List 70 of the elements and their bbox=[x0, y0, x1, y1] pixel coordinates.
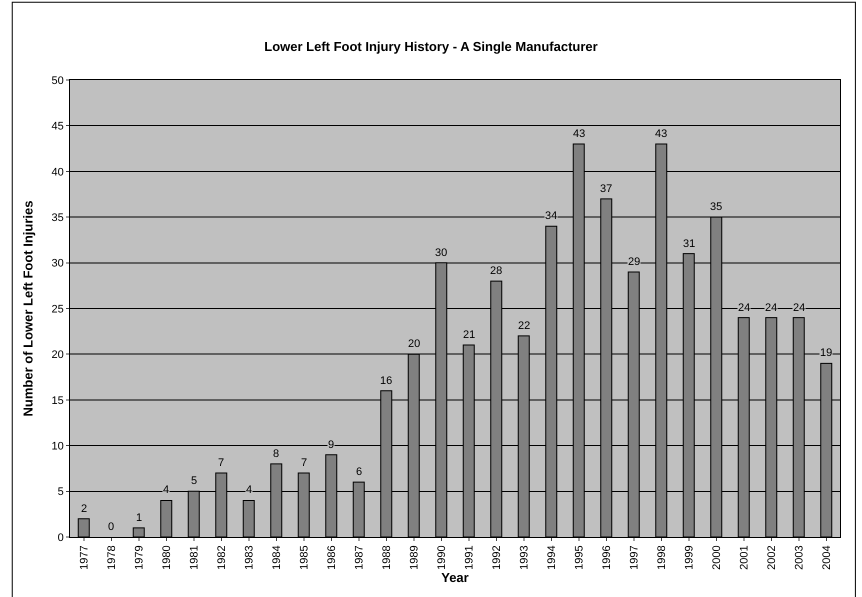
data-label: 0 bbox=[108, 521, 114, 533]
data-label: 43 bbox=[573, 128, 586, 140]
y-tick-label: 35 bbox=[52, 212, 64, 224]
x-tick-label: 1979 bbox=[133, 545, 146, 570]
x-tick-label: 1996 bbox=[600, 545, 613, 570]
x-tick-label: 1982 bbox=[216, 545, 228, 570]
x-tick-label: 2003 bbox=[793, 545, 806, 570]
x-tick-label: 2002 bbox=[766, 545, 778, 570]
x-tick-label: 1981 bbox=[188, 545, 200, 570]
data-label: 1 bbox=[136, 512, 142, 524]
y-tick-label: 15 bbox=[52, 394, 64, 407]
data-label: 7 bbox=[218, 457, 224, 469]
x-tick-label: 1977 bbox=[78, 545, 90, 570]
x-tick-label: 2001 bbox=[738, 545, 750, 570]
data-label: 24 bbox=[793, 302, 806, 314]
x-tick-label: 1988 bbox=[380, 545, 393, 570]
data-label: 20 bbox=[408, 338, 420, 350]
x-tick-label: 2000 bbox=[710, 545, 723, 570]
x-tick-label: 1990 bbox=[436, 545, 448, 570]
x-tick-label: 1992 bbox=[490, 545, 503, 570]
y-tick-label: 10 bbox=[52, 440, 64, 452]
data-label: 24 bbox=[738, 302, 750, 314]
data-label: 34 bbox=[545, 210, 558, 222]
y-tick-label: 50 bbox=[52, 74, 64, 87]
y-tick-label: 45 bbox=[52, 120, 64, 133]
y-tick-label: 40 bbox=[52, 166, 64, 178]
data-label: 9 bbox=[328, 439, 334, 451]
x-tick-label: 1998 bbox=[656, 545, 668, 570]
chart-title: Lower Left Foot Injury History - A Single Manufacturer bbox=[264, 38, 598, 54]
x-tick-label: 1995 bbox=[573, 545, 586, 570]
x-tick-label: 1999 bbox=[683, 545, 696, 570]
data-label: 4 bbox=[163, 484, 170, 496]
x-tick-label: 1983 bbox=[243, 545, 256, 570]
y-tick-label: 25 bbox=[52, 303, 64, 316]
data-label: 24 bbox=[765, 302, 778, 314]
data-label: 35 bbox=[710, 201, 722, 213]
data-label: 5 bbox=[191, 475, 198, 487]
data-label: 31 bbox=[683, 238, 696, 250]
x-axis-title: Year bbox=[441, 570, 469, 585]
y-tick-label: 0 bbox=[58, 532, 64, 544]
data-label: 37 bbox=[600, 183, 612, 195]
data-label: 29 bbox=[628, 256, 640, 268]
x-tick-label: 1989 bbox=[408, 545, 420, 570]
y-tick-label: 30 bbox=[52, 258, 64, 270]
data-label: 30 bbox=[435, 247, 448, 259]
x-tick-label: 1985 bbox=[298, 545, 310, 570]
data-label: 21 bbox=[463, 329, 476, 341]
data-label: 7 bbox=[301, 457, 308, 469]
x-tick-label: 1980 bbox=[160, 545, 173, 570]
data-label: 16 bbox=[380, 375, 392, 387]
x-tick-label: 2004 bbox=[820, 545, 833, 570]
data-label: 4 bbox=[246, 484, 252, 496]
x-tick-label: 1986 bbox=[326, 545, 338, 570]
data-label: 22 bbox=[518, 320, 530, 332]
data-label: 2 bbox=[81, 503, 88, 515]
x-tick-label: 1994 bbox=[546, 545, 558, 570]
x-tick-label: 1978 bbox=[106, 545, 118, 570]
data-label: 6 bbox=[356, 466, 362, 478]
x-tick-label: 1987 bbox=[353, 545, 366, 570]
y-tick-label: 20 bbox=[52, 349, 64, 362]
y-tick-label: 5 bbox=[58, 486, 64, 498]
x-tick-label: 1997 bbox=[628, 545, 640, 570]
data-label: 43 bbox=[655, 128, 668, 140]
data-label: 8 bbox=[273, 448, 280, 460]
data-label: 28 bbox=[490, 265, 502, 277]
x-tick-label: 1993 bbox=[518, 545, 530, 570]
x-tick-label: 1984 bbox=[270, 545, 283, 570]
data-label: 19 bbox=[820, 347, 832, 359]
x-tick-label: 1991 bbox=[463, 545, 476, 570]
y-axis-title: Number of Lower Left Foot Injuries bbox=[20, 200, 36, 416]
